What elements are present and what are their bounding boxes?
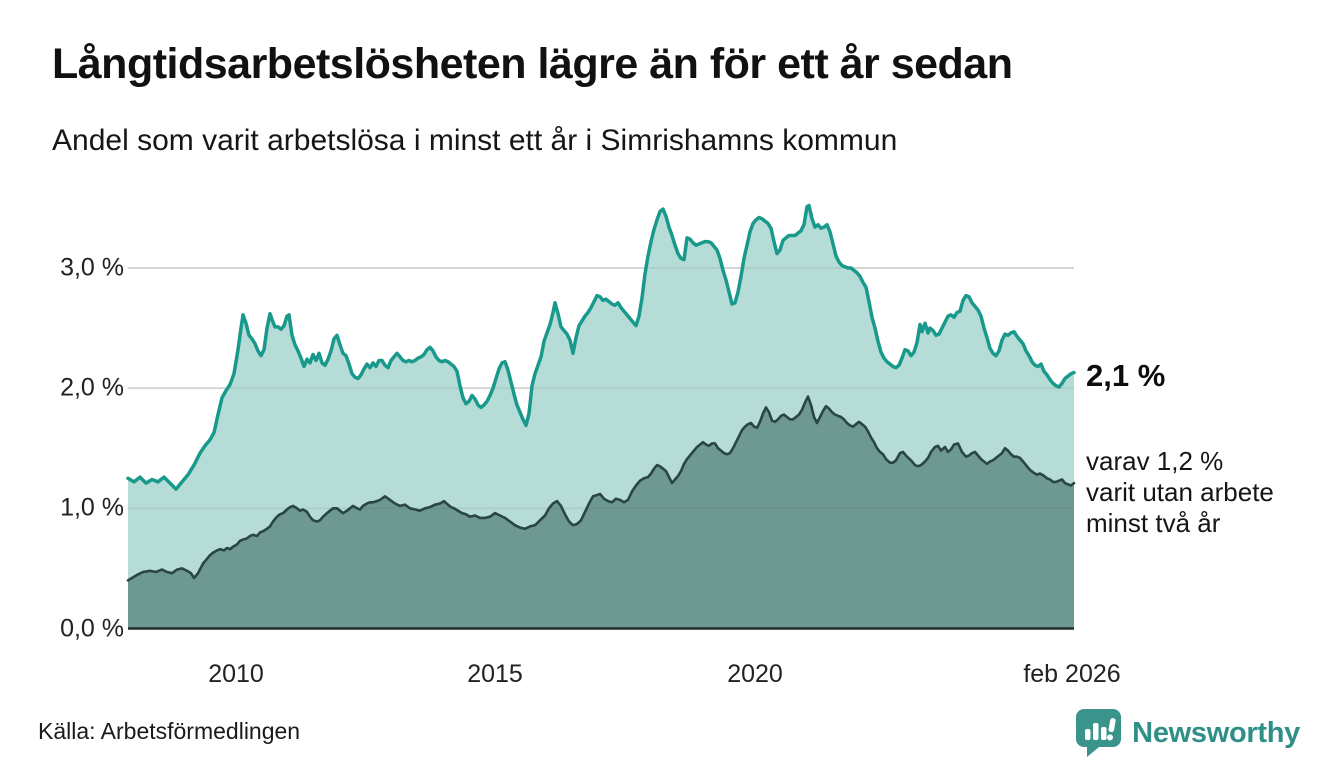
x-axis-label-feb-2026: feb 2026 [1023, 660, 1121, 688]
page-title: Långtidsarbetslösheten lägre än för ett … [52, 40, 1013, 88]
newsworthy-wordmark: Newsworthy [1132, 716, 1300, 749]
y-axis-label-1: 1,0 % [60, 493, 124, 522]
series1-line [126, 203, 1076, 491]
x-axis-label-2015: 2015 [467, 660, 523, 688]
newsworthy-logo[interactable]: Newsworthy [1075, 708, 1300, 758]
source-attribution: Källa: Arbetsförmedlingen [38, 718, 301, 744]
x-axis-label-2020: 2020 [727, 660, 783, 688]
y-axis-label-0: 0,0 % [60, 614, 124, 642]
latest-value-label: 2,1 % [1086, 358, 1166, 393]
y-axis-label-3: 3,0 % [60, 253, 124, 282]
x-axis-label-2010: 2010 [208, 660, 264, 688]
secondary-label-line3: minst två år [1086, 508, 1221, 538]
secondary-label-line1: varav 1,2 % [1086, 446, 1224, 476]
chart-subtitle: Andel som varit arbetslösa i minst ett å… [52, 124, 898, 157]
secondary-label-line2: varit utan arbete [1086, 477, 1274, 507]
series2-line [126, 395, 1076, 582]
y-axis-label-2: 2,0 % [60, 373, 124, 402]
series2-area [128, 396, 1074, 629]
secondary-value-label: varav 1,2 % varit utan arbete minst två … [1086, 446, 1274, 539]
newsworthy-logo-icon [1075, 708, 1122, 758]
